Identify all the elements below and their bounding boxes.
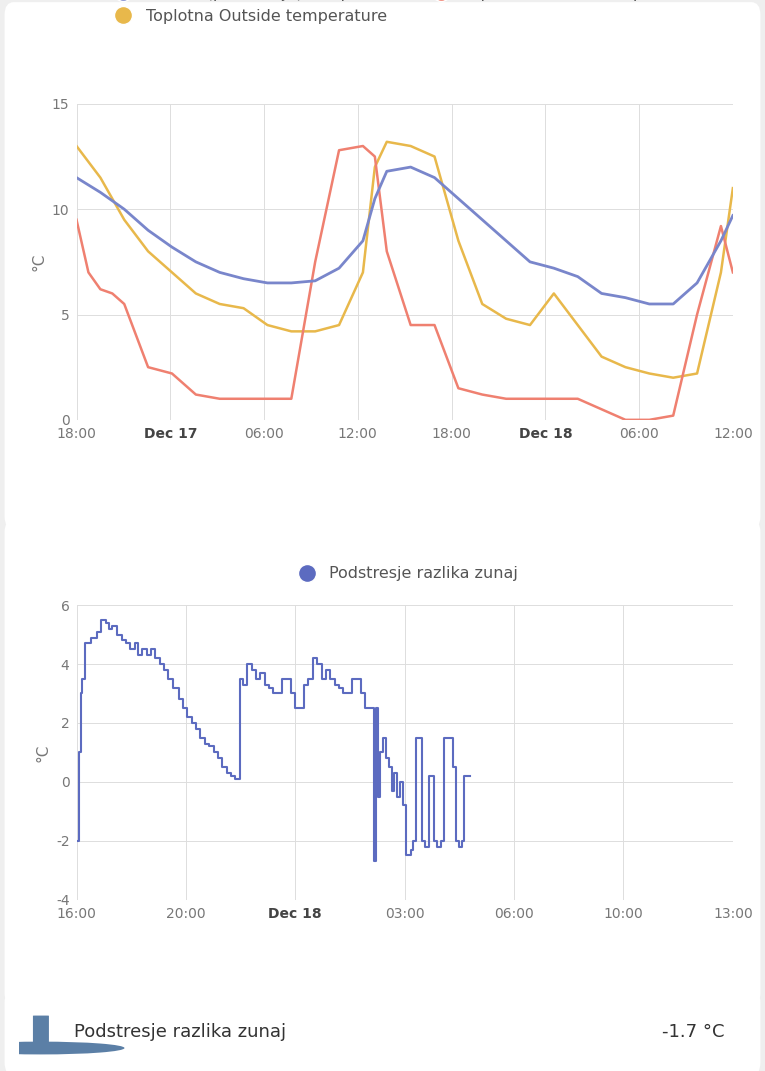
Y-axis label: °C: °C: [35, 743, 50, 761]
FancyBboxPatch shape: [33, 1015, 49, 1050]
Y-axis label: °C: °C: [31, 253, 47, 271]
Circle shape: [0, 1042, 125, 1055]
Legend: ATC 11 (podstresje) Temperature, Toplotna Outside temperature, Aqara button 01 T: ATC 11 (podstresje) Temperature, Toplotn…: [101, 0, 708, 30]
Legend: Podstresje razlika zunaj: Podstresje razlika zunaj: [285, 560, 525, 588]
Text: -1.7 °C: -1.7 °C: [662, 1024, 724, 1041]
Text: Podstresje razlika zunaj: Podstresje razlika zunaj: [73, 1024, 286, 1041]
